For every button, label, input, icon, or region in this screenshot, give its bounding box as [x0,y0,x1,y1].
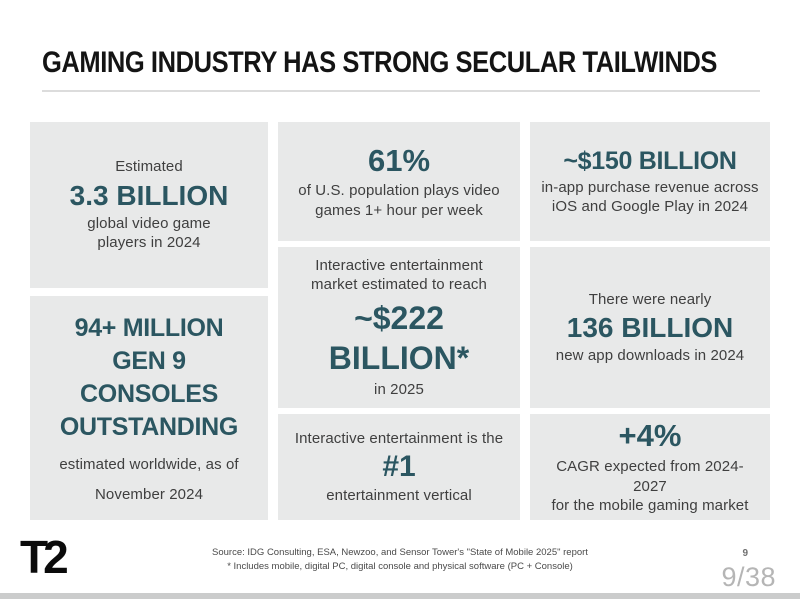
stat-caption-line: for the mobile gaming market [551,497,749,515]
stat-value: 61% [367,143,431,178]
source-note: Source: IDG Consulting, ESA, Newzoo, and… [170,546,630,575]
stat-intro-line: market estimated to reach [311,276,487,294]
stat-value: ~$150 BILLION [563,146,737,175]
stat-value-line: BILLION* [328,340,470,377]
stat-caption-line: global video game [87,214,211,232]
stat-value: +4% [618,418,682,454]
bottom-edge-bar [0,593,800,599]
stat-value-line: OUTSTANDING [59,412,239,441]
slide-counter-watermark: 9/38 [721,562,776,592]
stat-caption-line: estimated worldwide, as of [59,455,239,473]
stat-card-in-app-revenue: ~$150 BILLION in-app purchase revenue ac… [530,122,770,241]
title-underline [42,90,760,92]
stat-card-global-players: Estimated 3.3 BILLION global video game … [30,122,268,288]
stat-caption: entertainment vertical [326,487,472,504]
stat-card-us-population: 61% of U.S. population plays video games… [278,122,520,241]
stat-value-line: GEN 9 CONSOLES [80,346,218,408]
page-number: 9 [742,548,748,559]
stat-card-app-downloads: There were nearly 136 BILLION new app do… [530,247,770,408]
stat-intro-line: Interactive entertainment [315,256,483,274]
stat-caption: in 2025 [374,380,424,398]
stat-value: 136 BILLION [566,311,734,343]
stat-value: #1 [382,450,416,483]
source-line: Source: IDG Consulting, ESA, Newzoo, and… [212,547,588,558]
take-two-logo: T2 [20,531,69,583]
stat-caption-line: in-app purchase revenue across [541,178,759,196]
stat-value-line: ~$222 [354,299,444,336]
source-footnote-line: * Includes mobile, digital PC, digital c… [227,561,573,573]
stat-caption-line: November 2024 [94,486,204,503]
stat-intro: Interactive entertainment is the [294,429,504,447]
stat-intro: Estimated [115,158,183,176]
stat-caption-line: games 1+ hour per week [315,201,483,219]
stat-caption-line: CAGR expected from 2024-2027 [556,458,744,495]
stat-value: 3.3 BILLION [69,179,229,211]
stat-caption: new app downloads in 2024 [555,346,745,364]
stat-caption-line: players in 2024 [97,234,201,252]
stat-card-gen9-consoles: 94+ MILLION GEN 9 CONSOLES OUTSTANDING e… [30,296,268,520]
page-title: GAMING INDUSTRY HAS STRONG SECULAR TAILW… [42,46,718,79]
stat-intro: There were nearly [588,291,712,308]
stat-value-line: 94+ MILLION [74,313,224,342]
stat-caption-line: of U.S. population plays video [298,182,500,199]
stat-card-mobile-cagr: +4% CAGR expected from 2024-2027 for the… [530,414,770,520]
stat-caption-line: iOS and Google Play in 2024 [551,198,749,215]
stat-card-entertainment-vertical: Interactive entertainment is the #1 ente… [278,414,520,520]
stat-card-market-size: Interactive entertainment market estimat… [278,247,520,408]
